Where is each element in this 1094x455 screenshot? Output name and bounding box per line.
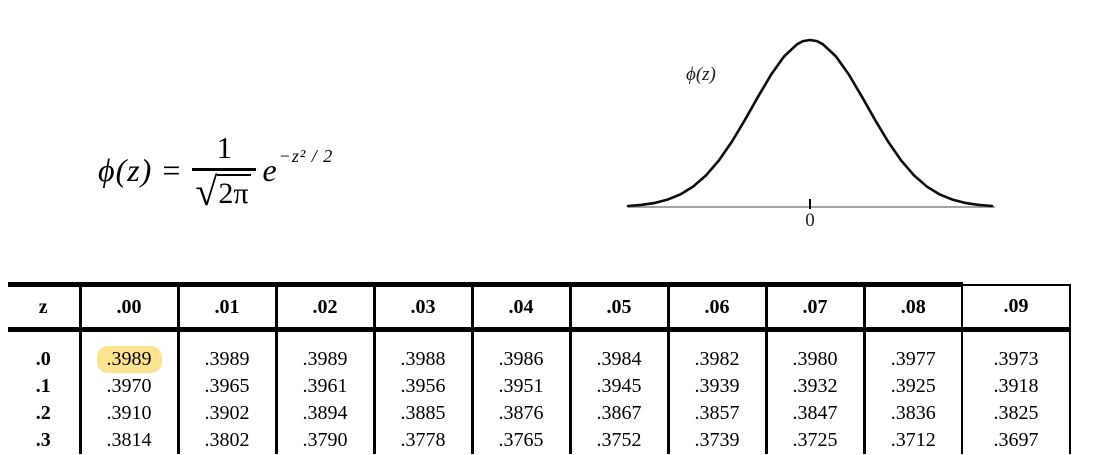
pdf-formula: ϕ(z) = 1 √ 2π e −z² / 2 [98, 130, 333, 211]
table-cell[interactable]: .3876 [470, 400, 570, 427]
table-cell[interactable]: .3973 [961, 329, 1071, 373]
table-cell[interactable]: .3765 [470, 427, 570, 454]
table-cell[interactable]: .3951 [470, 373, 570, 400]
table-cell[interactable]: .3836 [862, 400, 962, 427]
table-cell[interactable]: .3725 [764, 427, 864, 454]
table-row: .0 .3989 .3989 .3989 .3988 .3986 .3984 .… [8, 329, 1071, 373]
radical-sign: √ [195, 168, 218, 214]
table-header-00: .00 [78, 282, 178, 332]
table-cell[interactable]: .3980 [764, 329, 864, 373]
table-header-06: .06 [666, 282, 766, 332]
table-header-03: .03 [372, 282, 472, 332]
table-cell[interactable]: .3739 [666, 427, 766, 454]
table-header-07: .07 [764, 282, 864, 332]
table-cell[interactable]: .3825 [961, 400, 1071, 427]
table-cell[interactable]: .3778 [372, 427, 472, 454]
row-label: .3 [35, 429, 51, 451]
table-cell[interactable]: .3802 [176, 427, 276, 454]
row-label: .2 [35, 402, 51, 424]
table-header-08: .08 [862, 282, 962, 332]
normal-curve-svg [626, 38, 995, 209]
axis-zero-label: 0 [805, 210, 815, 231]
table-cell[interactable]: .3989 [176, 329, 276, 373]
table-cell[interactable]: .3956 [372, 373, 472, 400]
formula-fraction: 1 √ 2π [192, 130, 257, 214]
curve-phi-label: ϕ(z) [686, 64, 716, 85]
radicand: 2π [217, 173, 252, 210]
table-cell[interactable]: .3857 [666, 400, 766, 427]
table-cell[interactable]: .3965 [176, 373, 276, 400]
table-cell[interactable]: .3925 [862, 373, 962, 400]
table-cell[interactable]: .3984 [568, 329, 668, 373]
table-cell[interactable]: .3989 [274, 329, 374, 373]
table-header-01: .01 [176, 282, 276, 332]
table-row: .1 .3970 .3965 .3961 .3956 .3951 .3945 .… [8, 373, 1071, 400]
table-cell[interactable]: .3752 [568, 427, 668, 454]
table-header-row: z .00 .01 .02 .03 .04 .05 .06 .07 .08 .0… [8, 282, 1071, 332]
z-table: z .00 .01 .02 .03 .04 .05 .06 .07 .08 .0… [8, 282, 1071, 454]
table-cell[interactable]: .3894 [274, 400, 374, 427]
row-label: .1 [35, 375, 51, 397]
highlight-pill: .3989 [96, 346, 162, 373]
formula-denominator: √ 2π [192, 167, 257, 214]
table-cell[interactable]: .3697 [961, 427, 1071, 454]
table-cell[interactable]: .3790 [274, 427, 374, 454]
table-header-02: .02 [274, 282, 374, 332]
table-header-09: .09 [961, 283, 1071, 332]
table-cell-highlighted[interactable]: .3989 [78, 329, 178, 373]
table-cell[interactable]: .3902 [176, 400, 276, 427]
table-cell[interactable]: .3986 [470, 329, 570, 373]
normal-curve-figure: ϕ(z) 0 [612, 0, 1012, 250]
table-cell[interactable]: .3977 [862, 329, 962, 373]
table-cell[interactable]: .3961 [274, 373, 374, 400]
table-cell[interactable]: .3970 [78, 373, 178, 400]
table-cell[interactable]: .3885 [372, 400, 472, 427]
formula-exp-base: e [262, 151, 277, 188]
table-header-05: .05 [568, 282, 668, 332]
table-cell[interactable]: .3932 [764, 373, 864, 400]
formula-equals: = [162, 151, 181, 188]
row-label: .0 [35, 348, 51, 370]
table-row: .3 .3814 .3802 .3790 .3778 .3765 .3752 .… [8, 427, 1071, 454]
table-cell[interactable]: .3988 [372, 329, 472, 373]
bell-curve-path [626, 38, 994, 208]
table-cell[interactable]: .3982 [666, 329, 766, 373]
table-cell[interactable]: .3867 [568, 400, 668, 427]
formula-numerator: 1 [216, 130, 233, 165]
table-cell[interactable]: .3814 [78, 427, 178, 454]
table-cell[interactable]: .3847 [764, 400, 864, 427]
table-row: .2 .3910 .3902 .3894 .3885 .3876 .3867 .… [8, 400, 1071, 427]
table-cell[interactable]: .3910 [78, 400, 178, 427]
table-cell[interactable]: .3712 [862, 427, 962, 454]
formula-phi-of-z: ϕ(z) [98, 151, 153, 188]
table-header-z: z [8, 282, 80, 332]
table-cell[interactable]: .3939 [666, 373, 766, 400]
table-header-04: .04 [470, 282, 570, 332]
table-cell[interactable]: .3918 [961, 373, 1071, 400]
formula-exponent: −z² / 2 [278, 145, 334, 166]
table-cell[interactable]: .3945 [568, 373, 668, 400]
z-table-container: z .00 .01 .02 .03 .04 .05 .06 .07 .08 .0… [8, 282, 1071, 454]
